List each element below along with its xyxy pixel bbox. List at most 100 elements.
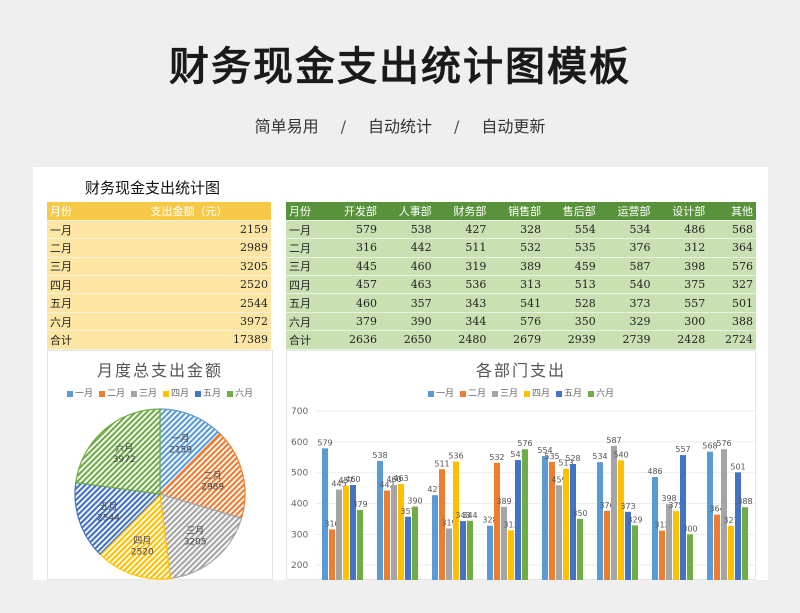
- legend-label: 四月: [171, 389, 190, 399]
- bar: [549, 461, 555, 580]
- value-cell[interactable]: 2739: [598, 330, 654, 350]
- amount-cell[interactable]: 17389: [107, 330, 271, 350]
- month-cell[interactable]: 五月: [286, 293, 326, 313]
- value-cell[interactable]: 364: [708, 238, 756, 258]
- month-cell[interactable]: 四月: [286, 275, 326, 295]
- value-cell[interactable]: 445: [325, 257, 380, 277]
- value-cell[interactable]: 316: [325, 238, 380, 258]
- value-cell[interactable]: 587: [598, 257, 654, 277]
- value-cell[interactable]: 511: [434, 238, 490, 258]
- amount-cell[interactable]: 2159: [107, 220, 271, 240]
- value-cell[interactable]: 463: [379, 275, 435, 295]
- value-cell[interactable]: 389: [489, 257, 545, 277]
- value-cell[interactable]: 2428: [653, 330, 709, 350]
- value-cell[interactable]: 350: [544, 312, 599, 332]
- bar-legend-item: 一月: [427, 386, 454, 399]
- month-cell[interactable]: 六月: [47, 312, 107, 332]
- month-cell[interactable]: 合计: [286, 330, 326, 350]
- month-cell[interactable]: 五月: [47, 293, 107, 313]
- table-row: 三月 3205: [47, 257, 271, 277]
- value-cell[interactable]: 300: [653, 312, 709, 332]
- value-cell[interactable]: 327: [708, 275, 756, 295]
- bar-value-label: 534: [592, 452, 607, 461]
- value-cell[interactable]: 2679: [489, 330, 545, 350]
- value-cell[interactable]: 398: [653, 257, 709, 277]
- amount-cell[interactable]: 3972: [107, 312, 271, 332]
- month-cell[interactable]: 二月: [47, 238, 107, 258]
- value-cell[interactable]: 528: [544, 293, 599, 313]
- amount-cell[interactable]: 3205: [107, 257, 271, 277]
- month-cell[interactable]: 六月: [286, 312, 326, 332]
- month-cell[interactable]: 合计: [47, 330, 107, 350]
- value-cell[interactable]: 2650: [379, 330, 435, 350]
- value-cell[interactable]: 541: [489, 293, 545, 313]
- value-cell[interactable]: 513: [544, 275, 599, 295]
- bar-value-label: 350: [572, 509, 587, 518]
- value-cell[interactable]: 579: [325, 220, 380, 240]
- bar-chart-panel[interactable]: 各部门支出 一月 二月 三月 四月 五月 六月 200 300 400 500 600 700 579…: [286, 350, 756, 580]
- value-cell[interactable]: 344: [434, 312, 490, 332]
- value-cell[interactable]: 576: [708, 257, 756, 277]
- value-cell[interactable]: 328: [489, 220, 545, 240]
- amount-cell[interactable]: 2989: [107, 238, 271, 258]
- bar: [384, 490, 390, 580]
- value-cell[interactable]: 540: [598, 275, 654, 295]
- value-cell[interactable]: 534: [598, 220, 654, 240]
- value-cell[interactable]: 373: [598, 293, 654, 313]
- table-row: 五月 2544: [47, 293, 271, 313]
- value-cell[interactable]: 379: [325, 312, 380, 332]
- bar-legend-item: 二月: [459, 386, 486, 399]
- month-cell[interactable]: 二月: [286, 238, 326, 258]
- amount-cell[interactable]: 2520: [107, 275, 271, 295]
- value-cell[interactable]: 2939: [544, 330, 599, 350]
- month-cell[interactable]: 四月: [47, 275, 107, 295]
- header-cell: 其他: [708, 202, 756, 221]
- value-cell[interactable]: 459: [544, 257, 599, 277]
- value-cell[interactable]: 538: [379, 220, 435, 240]
- value-cell[interactable]: 457: [325, 275, 380, 295]
- value-cell[interactable]: 532: [489, 238, 545, 258]
- bar: [405, 516, 411, 580]
- value-cell[interactable]: 536: [434, 275, 490, 295]
- bar-value-label: 486: [647, 467, 662, 476]
- value-cell[interactable]: 390: [379, 312, 435, 332]
- value-cell[interactable]: 376: [598, 238, 654, 258]
- bar: [467, 520, 473, 580]
- legend-label: 四月: [532, 389, 551, 399]
- value-cell[interactable]: 501: [708, 293, 756, 313]
- month-cell[interactable]: 三月: [47, 257, 107, 277]
- header-cell: 月份: [286, 202, 326, 221]
- value-cell[interactable]: 357: [379, 293, 435, 313]
- value-cell[interactable]: 343: [434, 293, 490, 313]
- value-cell[interactable]: 329: [598, 312, 654, 332]
- month-cell[interactable]: 三月: [286, 257, 326, 277]
- value-cell[interactable]: 312: [653, 238, 709, 258]
- value-cell[interactable]: 568: [708, 220, 756, 240]
- value-cell[interactable]: 460: [325, 293, 380, 313]
- amount-cell[interactable]: 2544: [107, 293, 271, 313]
- table-row: 一月 579 538 427 328 554 534 486 568: [286, 220, 756, 240]
- value-cell[interactable]: 319: [434, 257, 490, 277]
- value-cell[interactable]: 460: [379, 257, 435, 277]
- bar-value-label: 538: [372, 451, 387, 460]
- bar-value-label: 313: [503, 520, 518, 529]
- value-cell[interactable]: 554: [544, 220, 599, 240]
- month-cell[interactable]: 一月: [286, 220, 326, 240]
- value-cell[interactable]: 2480: [434, 330, 490, 350]
- value-cell[interactable]: 313: [489, 275, 545, 295]
- value-cell[interactable]: 442: [379, 238, 435, 258]
- value-cell[interactable]: 535: [544, 238, 599, 258]
- value-cell[interactable]: 576: [489, 312, 545, 332]
- table-row: 一月 2159: [47, 220, 271, 240]
- table-header-row: 月份 开发部 人事部 财务部 销售部 售后部 运营部 设计部 其他: [286, 202, 756, 221]
- value-cell[interactable]: 486: [653, 220, 709, 240]
- value-cell[interactable]: 2724: [708, 330, 756, 350]
- pie-chart-panel[interactable]: 月度总支出金额 一月 二月 三月 四月 五月 六月 一月 2159 二月 2989 三月 3205 四…: [47, 350, 273, 580]
- value-cell[interactable]: 427: [434, 220, 490, 240]
- value-cell[interactable]: 2636: [325, 330, 380, 350]
- value-cell[interactable]: 375: [653, 275, 709, 295]
- pie-slice-label: 六月: [115, 442, 133, 454]
- month-cell[interactable]: 一月: [47, 220, 107, 240]
- value-cell[interactable]: 557: [653, 293, 709, 313]
- value-cell[interactable]: 388: [708, 312, 756, 332]
